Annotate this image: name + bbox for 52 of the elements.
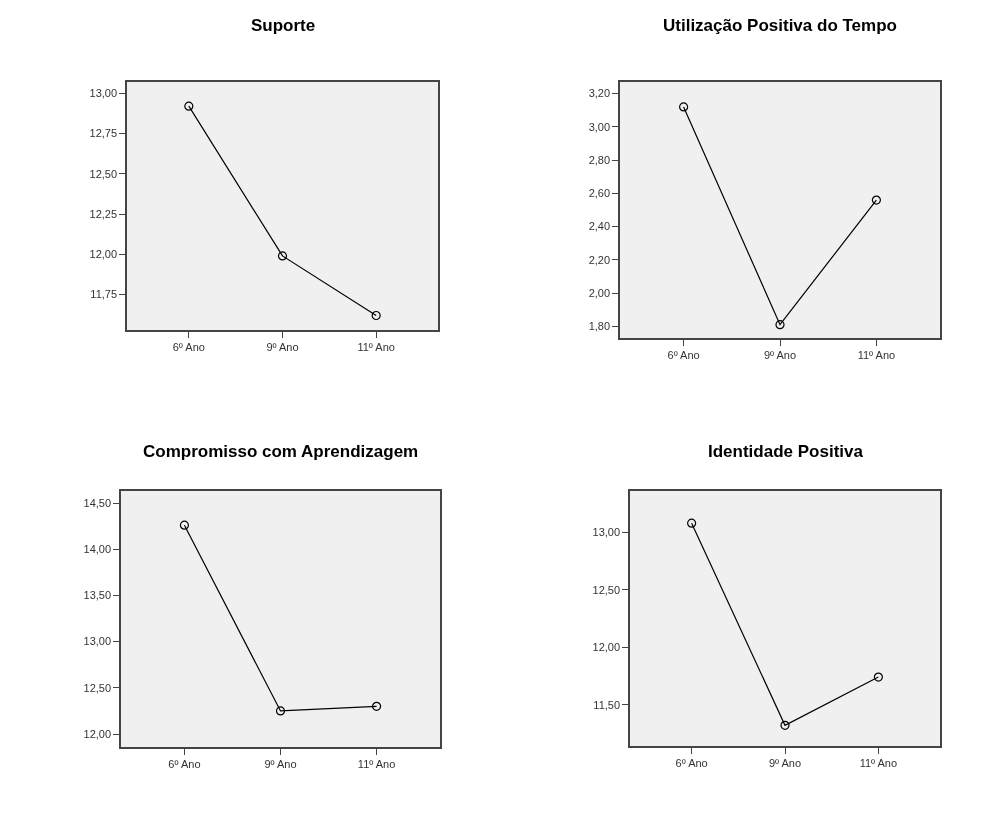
x-tick-label: 11º Ano (357, 757, 396, 770)
chart-title: Utilização Positiva do Tempo (663, 16, 897, 35)
chart-title: Identidade Positiva (708, 442, 864, 461)
y-tick-label: 13,50 (83, 589, 112, 602)
point (775, 320, 785, 330)
y-tick-label: 11,50 (593, 698, 621, 711)
y-tick-label: 2,60 (588, 187, 611, 200)
point (277, 251, 288, 261)
x-tick-label: 6º Ano (675, 756, 708, 769)
x-tick-label: 9º Ano (763, 348, 797, 361)
x-tick-label: 9º Ano (768, 756, 802, 769)
point (679, 102, 689, 112)
y-tick-label: 12,50 (89, 167, 118, 180)
y-tick-label: 12,25 (89, 207, 118, 220)
point (371, 310, 381, 321)
y-tick-label: 11,75 (90, 288, 118, 301)
y-tick-label: 12,50 (83, 681, 112, 694)
x-tick-label: 6º Ano (172, 340, 205, 353)
y-tick-label: 13,00 (83, 635, 112, 648)
y-tick-label: 14,00 (83, 543, 112, 556)
y-tick-label: 2,80 (588, 153, 611, 166)
point (275, 706, 286, 716)
y-tick-label: 3,00 (588, 120, 611, 133)
point (873, 672, 883, 682)
y-tick-label: 13,00 (592, 526, 621, 539)
chart-title: Suporte (251, 16, 316, 35)
y-tick-label: 2,40 (588, 220, 611, 233)
y-tick-label: 14,50 (83, 496, 112, 509)
y-tick-label: 2,20 (588, 253, 611, 266)
point (184, 101, 194, 111)
x-tick-label: 9º Ano (264, 757, 297, 770)
chart-title: Compromisso com Aprendizagem (143, 442, 419, 461)
y-tick-label: 13,00 (89, 87, 118, 100)
point (780, 720, 790, 730)
point (371, 701, 382, 711)
x-tick-label: 6º Ano (168, 757, 201, 770)
point (687, 518, 697, 528)
y-tick-label: 1,80 (588, 320, 611, 333)
point (179, 520, 190, 530)
y-tick-label: 12,00 (83, 727, 112, 740)
y-tick-label: 3,20 (588, 87, 611, 100)
x-tick-label: 11º Ano (857, 348, 896, 361)
x-tick-label: 11º Ano (357, 340, 395, 353)
y-tick-label: 12,75 (89, 127, 118, 140)
point (871, 195, 881, 205)
y-tick-label: 12,00 (89, 248, 118, 261)
x-tick-label: 6º Ano (667, 348, 700, 361)
x-tick-label: 11º Ano (859, 756, 898, 769)
y-tick-label: 12,50 (592, 583, 621, 596)
y-tick-label: 12,00 (592, 641, 621, 654)
x-tick-label: 9º Ano (266, 340, 299, 353)
y-tick-label: 2,00 (588, 286, 611, 299)
